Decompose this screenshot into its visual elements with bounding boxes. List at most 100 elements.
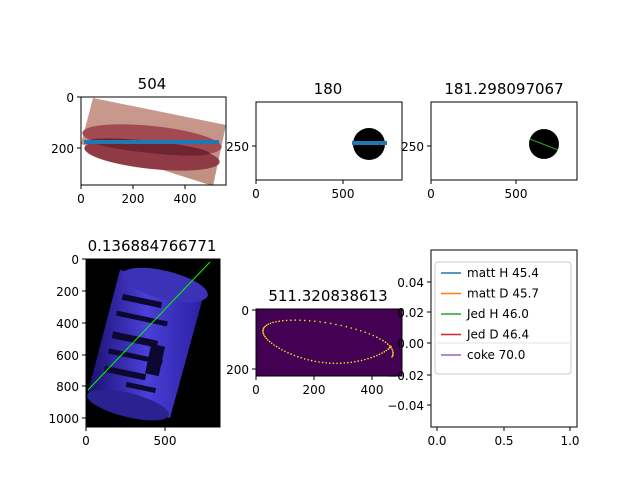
tick-label: 500 <box>332 187 355 201</box>
contour-dot <box>278 347 280 350</box>
contour-dot <box>262 331 264 333</box>
contour-dot <box>354 360 356 363</box>
contour-dot <box>262 329 264 332</box>
contour-dot <box>265 324 268 327</box>
contour-dot <box>270 342 273 345</box>
tick-label: 0.5 <box>494 434 513 448</box>
contour-dot <box>390 345 392 348</box>
contour-dot <box>268 340 271 343</box>
tick-label: 200 <box>122 192 145 206</box>
contour-dot <box>263 326 265 329</box>
panel-4: 0.136884766771 0 500 0 200 400 <box>48 237 221 448</box>
legend-label: Jed D 46.4 <box>466 328 529 342</box>
contour-dot <box>373 355 375 358</box>
tick-label: 0.00 <box>397 337 424 351</box>
panel-1-title: 504 <box>138 75 167 93</box>
tick-label: 250 <box>401 140 424 154</box>
contour-dot <box>285 319 288 322</box>
tick-label: −0.04 <box>387 399 424 413</box>
can-image <box>87 267 208 421</box>
contour-dot <box>287 352 289 354</box>
panel-3-y-ticks: 250 <box>401 140 431 154</box>
contour-dot <box>336 362 338 365</box>
contour-dot <box>355 328 357 331</box>
panel-3-frame <box>430 101 578 181</box>
contour-dot <box>347 361 349 364</box>
tick-label: 0 <box>71 253 79 267</box>
contour-dot <box>319 321 321 323</box>
tick-label: 0 <box>241 304 249 318</box>
contour-dot <box>314 360 317 363</box>
contour-dot <box>345 325 348 328</box>
contour-dot <box>335 323 337 326</box>
contour-dot <box>307 359 310 361</box>
panel-2-title: 180 <box>314 80 343 98</box>
contour-dot <box>264 325 266 328</box>
contour-dot <box>384 341 387 344</box>
panel-3-title: 181.298097067 <box>444 80 563 98</box>
contour-dot <box>357 360 360 362</box>
panel-3: 181.298097067 0 500 250 <box>401 80 578 201</box>
legend-entries: matt H 45.4 matt D 45.7 Jed H 46.0 Jed D 46… <box>441 266 539 362</box>
panel-2: 180 0 500 250 <box>226 80 403 201</box>
panel-3-x-ticks: 0 500 <box>427 180 527 201</box>
contour-dot <box>293 354 296 357</box>
panel-2-x-ticks: 0 500 <box>252 180 354 201</box>
tick-label: 0.0 <box>427 434 446 448</box>
tick-label: 0.02 <box>397 306 424 320</box>
contour-dot <box>321 361 324 364</box>
contour-dot <box>303 358 306 360</box>
contour-dot <box>290 353 292 355</box>
contour-dot <box>382 339 384 342</box>
legend-label: matt H 45.4 <box>467 266 539 280</box>
tick-label: 0.04 <box>397 276 424 290</box>
tick-label: 250 <box>226 140 249 154</box>
contour-dot <box>360 359 363 362</box>
contour-dot <box>392 353 394 355</box>
contour-dot <box>267 339 269 341</box>
panel-2-frame <box>255 101 403 181</box>
tick-label: 600 <box>56 349 79 363</box>
legend-label: coke 70.0 <box>467 348 525 362</box>
contour-dot <box>318 361 320 363</box>
contour-dot <box>378 353 381 356</box>
tick-label: 0 <box>252 187 260 201</box>
contour-dot <box>388 345 391 347</box>
contour-dot <box>272 321 274 324</box>
panel-5-frame <box>255 308 403 377</box>
contour-dot <box>264 335 266 338</box>
panel-1-frame <box>80 96 227 186</box>
contour-dot <box>343 362 346 364</box>
panel-4-y-ticks: 0 200 400 600 800 1000 <box>48 253 86 426</box>
contour-dot <box>303 319 306 322</box>
contour-dot <box>383 351 386 353</box>
contour-dot <box>275 320 277 323</box>
panel-2-y-ticks: 250 <box>226 140 256 154</box>
contour-dot <box>297 355 299 358</box>
contour-dot <box>370 356 372 359</box>
tick-label: 400 <box>361 383 384 397</box>
tick-label: 0 <box>66 91 74 105</box>
panel-1: 504 0 200 400 0 200 <box>51 75 227 206</box>
contour-dot <box>372 334 375 337</box>
tick-label: 400 <box>174 192 197 206</box>
contour-dot <box>265 337 268 340</box>
contour-dot <box>324 321 327 324</box>
contour-dot <box>387 348 390 350</box>
contour-dot <box>294 319 297 321</box>
tick-label: 0 <box>427 187 435 201</box>
legend-box <box>434 261 572 375</box>
contour-dot <box>329 362 331 364</box>
panel-6-x-ticks: 0.0 0.5 1.0 <box>427 427 580 448</box>
contour-dot <box>300 357 303 359</box>
tick-label: 800 <box>56 380 79 394</box>
contour-dot <box>278 320 281 323</box>
tick-label: 1.0 <box>560 434 579 448</box>
contour-dot <box>310 359 313 362</box>
contour-dot <box>367 357 369 360</box>
contour-dot <box>391 354 394 357</box>
contour-dot <box>269 322 272 325</box>
panel-5-title: 511.320838613 <box>268 287 387 305</box>
legend-label: Jed H 46.0 <box>466 307 529 321</box>
